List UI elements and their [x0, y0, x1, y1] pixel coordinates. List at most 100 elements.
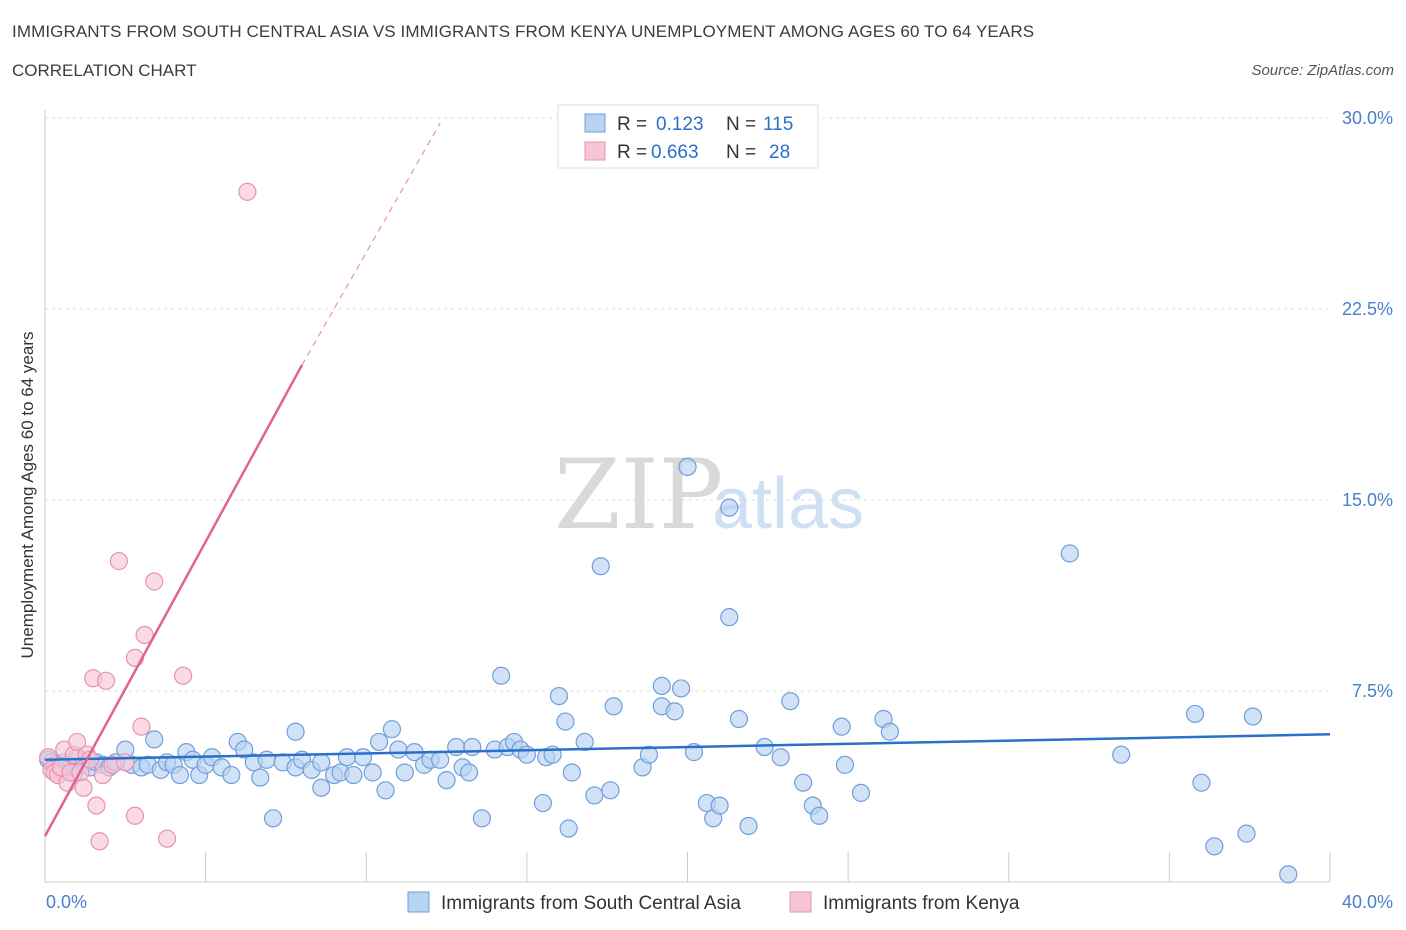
legend-swatch-blue: [584, 113, 606, 133]
legend-r-label-blue: R =: [617, 114, 647, 135]
y-tick-label-0: 7.5%: [1352, 681, 1393, 701]
south-central-asia-point-109: [880, 722, 899, 741]
kenya-point-25: [135, 625, 154, 645]
kenya-point-20: [109, 552, 128, 571]
south-central-asia-point-87: [652, 676, 671, 696]
kenya-point-24: [132, 717, 151, 736]
kenya-point-26: [145, 572, 164, 591]
south-central-asia-point-59: [431, 750, 450, 769]
y-axis-tick-labels: 7.5% 15.0% 22.5% 30.0%: [1342, 108, 1393, 701]
south-central-asia-point-96: [720, 608, 739, 627]
bottom-legend-label-blue: Immigrants from South Central Asia: [441, 893, 741, 914]
legend-n-label-blue: N =: [726, 114, 756, 135]
south-central-asia-point-117: [1279, 865, 1298, 884]
south-central-asia-point-47: [337, 748, 357, 767]
kenya-point-18: [96, 671, 116, 690]
south-central-asia-point-20: [145, 730, 164, 749]
bottom-legend-swatch-blue: [407, 891, 430, 913]
source-credit: Source: ZipAtlas.com: [1251, 62, 1394, 79]
kenya-point-11: [74, 778, 93, 797]
south-central-asia-point-53: [382, 720, 402, 739]
y-tick-label-1: 15.0%: [1342, 490, 1393, 510]
south-central-asia-point-37: [263, 809, 283, 828]
top-legend: R = 0.123 N = 115 R = 0.663 N = 28: [557, 104, 819, 169]
south-central-asia-point-105: [832, 717, 851, 736]
south-central-asia-point-31: [222, 765, 241, 785]
kenya-point-29: [238, 182, 257, 201]
south-central-asia-point-115: [1237, 824, 1256, 843]
kenya-point-9: [68, 732, 87, 752]
south-central-asia-point-98: [739, 816, 758, 836]
x-axis-ticks: [44, 852, 1331, 882]
x-tick-label-0: 0.0%: [46, 892, 87, 912]
south-central-asia-point-77: [559, 819, 578, 838]
chart-title: IMMIGRANTS FROM SOUTH CENTRAL ASIA VS IM…: [12, 22, 1035, 41]
trend-line-kenya: [43, 364, 304, 837]
south-central-asia-point-83: [604, 697, 623, 716]
legend-r-label-pink: R =: [617, 142, 647, 163]
bottom-legend-swatch-pink: [789, 891, 812, 913]
south-central-asia-point-111: [1112, 745, 1131, 764]
south-central-asia-point-107: [851, 783, 871, 802]
south-central-asia-point-64: [463, 737, 482, 757]
legend-r-value-blue: 0.123: [656, 114, 704, 135]
south-central-asia-point-54: [389, 740, 408, 759]
south-central-asia-point-90: [678, 457, 697, 476]
south-central-asia-point-79: [575, 732, 594, 752]
south-central-asia-point-33: [235, 740, 254, 759]
south-central-asia-point-76: [556, 712, 575, 731]
south-central-asia-point-85: [639, 745, 659, 764]
south-central-asia-point-65: [472, 809, 491, 828]
legend-n-value-pink: 28: [769, 142, 790, 163]
bottom-legend: Immigrants from South Central Asia Immig…: [407, 891, 1020, 914]
south-central-asia-point-110: [1060, 544, 1079, 563]
south-central-asia-point-101: [771, 748, 790, 767]
south-central-asia-point-48: [344, 765, 363, 785]
south-central-asia-point-49: [353, 748, 373, 767]
south-central-asia-point-113: [1192, 773, 1211, 792]
trend-lines: [43, 122, 1331, 837]
chart-subtitle: CORRELATION CHART: [12, 61, 197, 80]
x-tick-label-1: 40.0%: [1342, 892, 1393, 912]
south-central-asia-point-106: [835, 755, 855, 774]
legend-swatch-pink: [584, 141, 606, 161]
south-central-asia-point-71: [517, 745, 536, 764]
south-central-asia-point-80: [585, 786, 604, 805]
south-central-asia-point-114: [1205, 837, 1224, 856]
south-central-asia-point-102: [794, 773, 813, 792]
kenya-point-15: [87, 796, 106, 815]
south-central-asia-point-35: [251, 768, 270, 787]
south-central-asia-point-72: [533, 793, 553, 813]
south-central-asia-point-55: [395, 763, 414, 782]
south-central-asia-point-88: [665, 702, 684, 721]
south-central-asia-point-94: [710, 796, 729, 815]
bottom-legend-label-pink: Immigrants from Kenya: [823, 893, 1020, 914]
south-central-asia-point-63: [459, 763, 479, 782]
south-central-asia-point-44: [312, 778, 331, 797]
south-central-asia-point-116: [1243, 707, 1263, 726]
south-central-asia-point-89: [671, 679, 691, 698]
south-central-asia-point-81: [591, 557, 610, 576]
south-central-asia-point-40: [286, 722, 305, 741]
south-central-asia-point-97: [729, 709, 749, 729]
south-central-asia-point-50: [363, 763, 382, 782]
kenya-point-28: [174, 666, 193, 685]
south-central-asia-point-104: [810, 806, 829, 825]
south-central-asia-point-36: [257, 750, 276, 769]
watermark-zip: ZIP: [554, 439, 723, 551]
south-central-asia-point-51: [370, 732, 389, 752]
south-central-asia-point-112: [1185, 704, 1205, 724]
kenya-point-27: [157, 829, 177, 848]
south-central-asia-point-95: [720, 498, 739, 517]
trend-line-south-central-asia: [44, 733, 1331, 762]
south-central-asia-point-82: [601, 781, 620, 800]
y-axis-label: Unemployment Among Ages 60 to 64 years: [18, 332, 37, 659]
legend-r-value-pink: 0.663: [651, 142, 699, 163]
south-central-asia-point-24: [170, 765, 190, 785]
kenya-point-23: [125, 806, 145, 825]
legend-n-value-blue: 115: [763, 114, 793, 135]
y-tick-label-3: 30.0%: [1342, 108, 1393, 128]
south-central-asia-point-75: [549, 686, 569, 706]
legend-n-label-pink: N =: [726, 142, 756, 163]
